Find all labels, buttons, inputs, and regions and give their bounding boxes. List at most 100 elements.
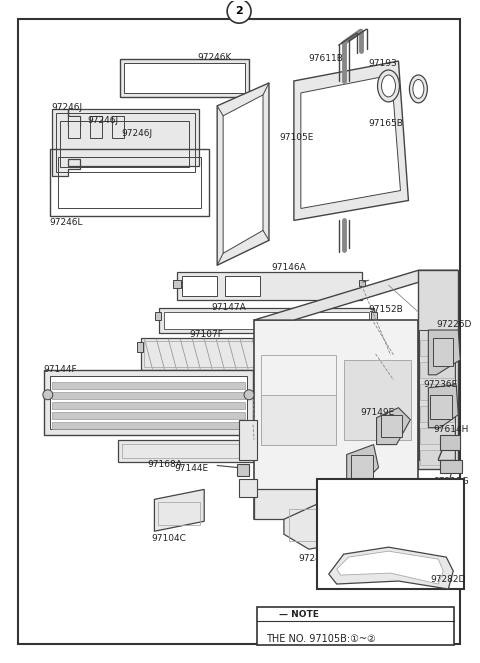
Bar [433, 338, 453, 366]
Bar [420, 450, 454, 465]
Bar [344, 360, 411, 440]
Bar [177, 272, 361, 300]
Text: 97226D: 97226D [436, 320, 472, 329]
Polygon shape [155, 489, 204, 531]
Bar [420, 330, 455, 459]
Bar [52, 422, 245, 428]
Polygon shape [428, 330, 460, 375]
Text: 97246K: 97246K [197, 53, 231, 62]
Text: 97246H: 97246H [299, 554, 334, 563]
Bar [118, 440, 282, 461]
Polygon shape [329, 547, 453, 589]
Bar [225, 276, 260, 296]
Bar [164, 312, 369, 329]
Polygon shape [254, 271, 458, 320]
Text: 97144E: 97144E [174, 465, 208, 473]
Bar [137, 342, 144, 352]
Bar [56, 113, 195, 172]
Text: 97144F: 97144F [44, 365, 77, 374]
Polygon shape [52, 109, 199, 176]
Polygon shape [294, 61, 408, 220]
Bar [289, 509, 339, 541]
Text: 97168A: 97168A [147, 459, 182, 469]
Bar [431, 394, 452, 418]
Bar [52, 402, 245, 408]
Bar [44, 370, 253, 435]
Bar [52, 382, 245, 389]
Polygon shape [347, 445, 379, 487]
Text: 97614H: 97614H [433, 424, 468, 434]
Text: 97282D: 97282D [431, 575, 466, 584]
Bar [158, 503, 200, 525]
Bar [239, 420, 257, 459]
Bar [381, 414, 402, 437]
Bar [420, 428, 454, 444]
Bar [257, 607, 454, 645]
Bar [239, 479, 257, 497]
Bar [156, 312, 161, 320]
Polygon shape [336, 551, 444, 584]
Bar [373, 342, 380, 352]
Bar [420, 362, 454, 378]
Text: 97147A: 97147A [211, 303, 246, 312]
Bar [60, 121, 189, 166]
Bar [144, 341, 372, 367]
Ellipse shape [378, 70, 399, 102]
Bar [440, 435, 460, 450]
Bar [173, 280, 181, 288]
Circle shape [244, 390, 254, 400]
Text: 97115E: 97115E [348, 489, 383, 499]
Text: 97107F: 97107F [189, 330, 223, 339]
Bar [68, 116, 80, 138]
Text: 97236E: 97236E [423, 380, 457, 389]
Text: 97152B: 97152B [369, 305, 403, 314]
Text: 97165B: 97165B [369, 119, 404, 128]
Ellipse shape [409, 75, 427, 103]
Text: 97193: 97193 [369, 59, 397, 68]
Text: 97246J: 97246J [121, 129, 153, 138]
Text: 97105E: 97105E [279, 133, 313, 142]
Bar [420, 340, 454, 356]
Ellipse shape [413, 80, 424, 98]
Text: 97246J: 97246J [52, 103, 83, 112]
Bar [351, 455, 372, 479]
Text: 97146A: 97146A [271, 263, 306, 272]
Bar [359, 280, 365, 286]
Bar [90, 116, 102, 138]
Bar [159, 308, 373, 333]
Bar [182, 276, 217, 296]
Bar [254, 489, 419, 519]
Bar [58, 156, 201, 208]
Bar [142, 338, 375, 370]
Bar [237, 465, 249, 477]
Polygon shape [223, 95, 263, 253]
Polygon shape [301, 75, 400, 208]
Polygon shape [217, 83, 269, 265]
Circle shape [43, 390, 53, 400]
Text: 97149E: 97149E [360, 408, 395, 417]
Bar [50, 376, 247, 428]
Bar [120, 59, 249, 97]
Bar [261, 355, 336, 445]
Bar [50, 149, 209, 216]
Polygon shape [284, 503, 347, 549]
Text: 97104C: 97104C [151, 534, 186, 543]
Text: THE NO. 97105B:①~②: THE NO. 97105B:①~② [266, 634, 376, 644]
Text: 97218G: 97218G [433, 477, 469, 487]
Text: — NOTE: — NOTE [279, 610, 319, 619]
Bar [440, 459, 462, 473]
Text: 97611B: 97611B [309, 54, 344, 63]
Ellipse shape [382, 75, 396, 97]
Text: 2: 2 [235, 6, 243, 16]
Bar [111, 116, 123, 138]
Bar [123, 63, 245, 93]
Bar [52, 412, 245, 418]
Bar [52, 392, 245, 398]
Text: 97246J: 97246J [88, 116, 119, 125]
Bar [317, 479, 464, 589]
Bar [261, 394, 336, 445]
Bar [420, 384, 454, 400]
Circle shape [227, 0, 251, 23]
Bar [371, 312, 376, 320]
Polygon shape [419, 271, 458, 469]
